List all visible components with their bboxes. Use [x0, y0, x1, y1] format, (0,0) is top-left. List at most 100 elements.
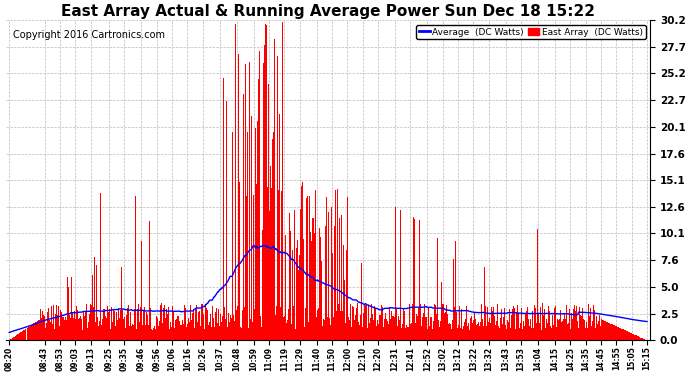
Bar: [299, 195, 300, 340]
Bar: [414, 219, 415, 340]
Bar: [158, 326, 159, 340]
Bar: [20, 332, 21, 340]
Bar: [447, 314, 448, 340]
Bar: [474, 312, 475, 340]
Bar: [478, 322, 479, 340]
Bar: [351, 327, 352, 340]
Bar: [481, 304, 482, 340]
Bar: [545, 328, 546, 340]
Bar: [12, 338, 13, 340]
Bar: [345, 323, 346, 340]
Bar: [391, 311, 392, 340]
Bar: [38, 320, 39, 340]
Bar: [637, 336, 638, 340]
Bar: [224, 307, 225, 340]
Bar: [141, 241, 142, 340]
Bar: [630, 333, 631, 340]
Bar: [203, 318, 204, 340]
Bar: [489, 318, 490, 340]
Bar: [149, 221, 150, 340]
Bar: [556, 327, 557, 340]
Bar: [254, 309, 255, 340]
Bar: [41, 318, 42, 340]
Bar: [271, 188, 272, 340]
Bar: [71, 277, 72, 340]
Bar: [526, 310, 527, 340]
Bar: [279, 236, 280, 340]
Bar: [325, 226, 326, 340]
Bar: [403, 309, 404, 340]
Bar: [367, 328, 368, 340]
Bar: [644, 339, 645, 340]
Bar: [242, 310, 243, 340]
Bar: [109, 309, 110, 340]
Bar: [529, 326, 530, 340]
Bar: [442, 304, 443, 340]
Bar: [212, 306, 213, 340]
Bar: [523, 321, 524, 340]
Bar: [533, 328, 534, 340]
Bar: [70, 318, 71, 340]
Bar: [462, 329, 463, 340]
Bar: [156, 316, 157, 340]
Bar: [181, 325, 182, 340]
Bar: [128, 305, 129, 340]
Bar: [177, 316, 178, 340]
Bar: [547, 323, 548, 340]
Bar: [286, 101, 287, 340]
Bar: [346, 306, 347, 340]
Bar: [468, 322, 469, 340]
Bar: [431, 317, 432, 340]
Bar: [226, 308, 227, 340]
Bar: [589, 315, 590, 340]
Bar: [578, 328, 579, 340]
Bar: [66, 308, 68, 340]
Bar: [555, 306, 556, 340]
Bar: [244, 306, 245, 340]
Bar: [123, 330, 124, 340]
Bar: [124, 318, 125, 340]
Bar: [612, 324, 613, 340]
Bar: [498, 326, 499, 340]
Bar: [479, 327, 480, 340]
Bar: [362, 327, 363, 340]
Bar: [106, 309, 107, 340]
Bar: [272, 140, 273, 340]
Bar: [422, 316, 423, 340]
Bar: [26, 328, 28, 340]
Bar: [190, 305, 191, 340]
Bar: [584, 320, 585, 340]
Bar: [582, 308, 583, 340]
Bar: [366, 304, 367, 340]
Bar: [408, 327, 409, 340]
Bar: [593, 323, 594, 340]
Bar: [98, 326, 99, 340]
Bar: [342, 311, 343, 340]
Bar: [191, 320, 192, 340]
Bar: [535, 308, 536, 340]
Bar: [108, 312, 109, 340]
Bar: [611, 324, 612, 340]
Bar: [301, 186, 302, 340]
Bar: [92, 317, 93, 340]
Bar: [634, 334, 635, 340]
Bar: [401, 328, 402, 340]
Bar: [444, 314, 445, 340]
Bar: [120, 310, 121, 340]
Bar: [558, 320, 559, 340]
Bar: [110, 328, 111, 340]
Bar: [202, 304, 203, 340]
Bar: [388, 324, 389, 340]
Bar: [60, 310, 61, 340]
Bar: [229, 321, 230, 340]
Bar: [363, 313, 364, 340]
Bar: [69, 315, 70, 340]
Bar: [376, 326, 377, 340]
Bar: [504, 308, 505, 340]
Bar: [541, 330, 542, 340]
Bar: [269, 211, 270, 340]
Bar: [550, 326, 551, 340]
Legend: Average  (DC Watts), East Array  (DC Watts): Average (DC Watts), East Array (DC Watts…: [416, 25, 646, 39]
Bar: [225, 319, 226, 340]
Bar: [387, 321, 388, 340]
